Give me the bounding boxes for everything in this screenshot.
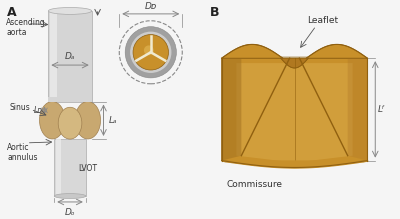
Text: Lᴅ: Lᴅ <box>34 106 42 115</box>
Circle shape <box>144 45 154 55</box>
Polygon shape <box>222 44 283 58</box>
Text: Lₐ: Lₐ <box>108 116 117 125</box>
Circle shape <box>125 27 176 78</box>
Text: Dₐ: Dₐ <box>65 52 75 61</box>
Text: A: A <box>7 6 17 19</box>
Text: Dᴅ: Dᴅ <box>144 2 157 11</box>
Ellipse shape <box>40 102 65 139</box>
Polygon shape <box>222 58 367 168</box>
Polygon shape <box>306 44 367 58</box>
Ellipse shape <box>54 194 86 198</box>
Text: Leaflet: Leaflet <box>308 16 339 25</box>
Text: B: B <box>210 6 219 19</box>
Polygon shape <box>281 58 308 68</box>
Polygon shape <box>48 97 92 102</box>
Text: Lᶠ: Lᶠ <box>378 105 386 114</box>
Polygon shape <box>48 11 92 102</box>
Text: Dₒ: Dₒ <box>65 208 75 217</box>
Polygon shape <box>56 139 61 196</box>
Ellipse shape <box>58 107 82 139</box>
Circle shape <box>130 32 172 73</box>
Text: Ascending
aorta: Ascending aorta <box>6 18 46 37</box>
Text: Sinus: Sinus <box>10 103 31 112</box>
Ellipse shape <box>75 102 100 139</box>
Text: Commissure: Commissure <box>226 180 282 189</box>
Polygon shape <box>222 58 241 161</box>
Text: Aortic
annulus: Aortic annulus <box>7 143 38 162</box>
Circle shape <box>133 35 168 70</box>
Polygon shape <box>236 63 353 162</box>
Polygon shape <box>348 58 367 161</box>
Ellipse shape <box>48 7 92 14</box>
Polygon shape <box>225 56 364 168</box>
Polygon shape <box>54 139 86 196</box>
Polygon shape <box>50 11 57 102</box>
Text: LVOT: LVOT <box>78 164 97 173</box>
